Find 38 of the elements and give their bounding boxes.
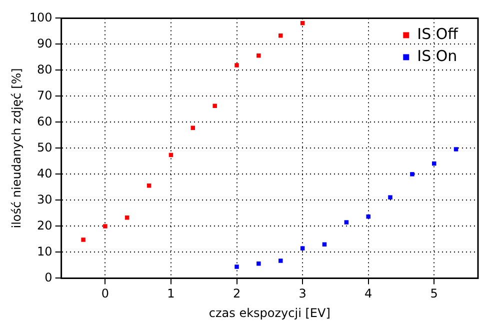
x-tick-label: 3: [298, 286, 306, 301]
y-axis-title: ilość nieudanych zdjęć [%]: [9, 68, 24, 228]
y-tick-label: 20: [37, 218, 52, 232]
point: [256, 262, 261, 266]
y-tick-label: 70: [37, 88, 52, 102]
x-axis-title: czas ekspozycji [EV]: [208, 306, 330, 320]
x-tick-label: 5: [430, 286, 438, 301]
y-tick-label: 90: [37, 36, 52, 50]
y-tick-label: 50: [37, 140, 52, 154]
x-tick-label: 2: [232, 286, 241, 301]
point: [103, 224, 108, 228]
point: [278, 34, 283, 38]
point: [388, 195, 392, 200]
point: [278, 258, 283, 263]
point: [366, 214, 370, 219]
x-tick-label: 4: [364, 286, 372, 301]
point: [344, 220, 349, 224]
point: [300, 246, 305, 250]
point: [234, 63, 239, 68]
point: [146, 184, 152, 188]
x-tick-label: 1: [167, 286, 175, 301]
point: [454, 147, 458, 152]
y-tick-label: 40: [37, 166, 52, 180]
y-tick-label: 30: [37, 192, 52, 206]
point: [81, 238, 86, 242]
x-tick-label: 0: [101, 286, 110, 301]
point: [234, 264, 239, 269]
point: [256, 54, 261, 58]
point: [300, 21, 305, 26]
y-tick-label: 100: [29, 10, 52, 24]
legend-label: IS Off: [417, 25, 459, 44]
y-tick-label: 60: [37, 114, 52, 128]
legend-label: IS On: [417, 47, 458, 66]
y-tick-label: 10: [37, 244, 52, 258]
point: [212, 104, 217, 108]
y-tick-label: 0: [44, 270, 52, 284]
y-tick-label: 80: [37, 62, 52, 76]
point: [410, 172, 414, 176]
